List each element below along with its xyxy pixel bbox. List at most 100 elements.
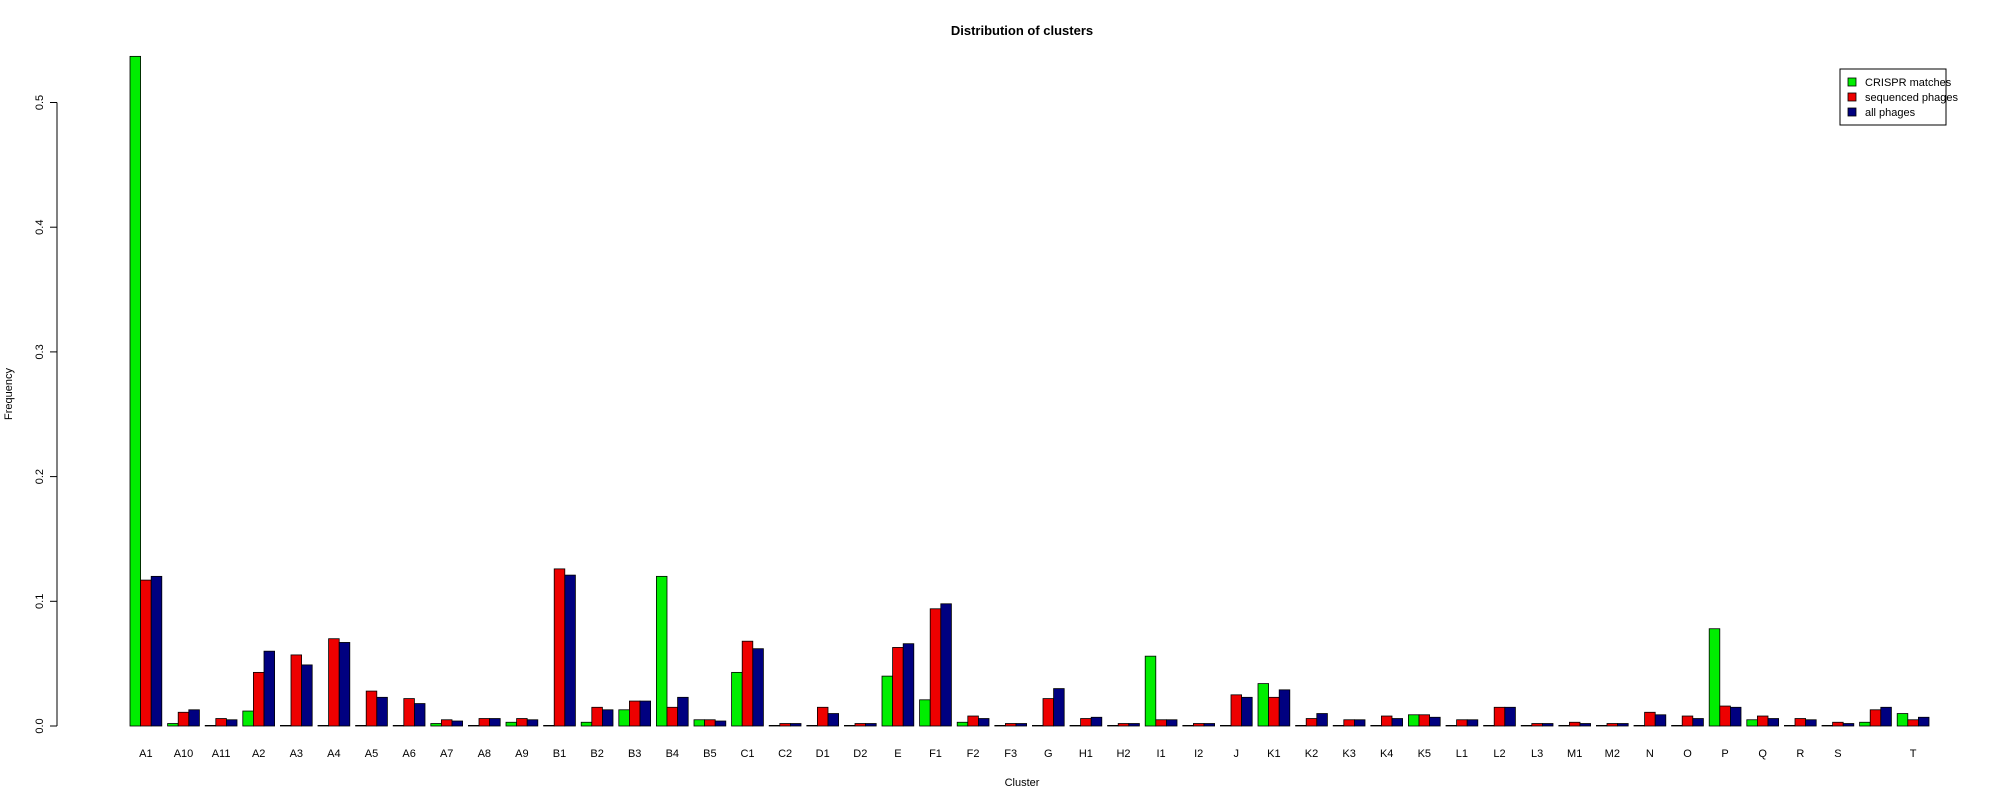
bar-A8-CRISPR-matches: [467, 725, 480, 727]
bar-D2-sequenced-phages: [854, 723, 867, 727]
legend-box: [1839, 68, 1947, 126]
x-tick-label: R: [1796, 748, 1804, 760]
bar-F3-all-phages: [1015, 723, 1028, 727]
bar-K3-sequenced-phages: [1343, 719, 1355, 727]
bar-M1-sequenced-phages: [1569, 721, 1581, 727]
bar-B5-all-phages: [714, 720, 727, 727]
bar-A2-sequenced-phages: [252, 671, 265, 727]
bar-K3-all-phages: [1354, 719, 1366, 727]
bar-L3-CRISPR-matches: [1520, 725, 1533, 727]
x-tick-label: G: [1044, 748, 1053, 760]
bar-T-sequenced-phages: [1907, 719, 1919, 727]
x-tick-label: A5: [365, 748, 378, 760]
bar-F3-CRISPR-matches: [994, 725, 1006, 727]
y-axis: 0.0 0.1 0.2 0.3 0.4 0.5: [34, 95, 58, 734]
y-tick-label: 0.4: [34, 220, 46, 235]
bar-H2-sequenced-phages: [1117, 723, 1130, 727]
bar-L1-CRISPR-matches: [1445, 725, 1458, 727]
x-tick-labels: A1 A10 A11 A2 A3 A4 A5 A6 A7 A8 A9 B1 B2 B3 B4 B5 C1 C2 D1…: [139, 748, 1917, 760]
x-tick-label: O: [1683, 748, 1692, 760]
bar-I2-CRISPR-matches: [1182, 725, 1194, 727]
bar-A9-sequenced-phages: [516, 718, 528, 727]
bar-M1-CRISPR-matches: [1558, 725, 1570, 727]
chart-title: Distribution of clusters: [951, 23, 1093, 38]
bar-L2-CRISPR-matches: [1483, 725, 1495, 727]
bar-K5-all-phages: [1429, 716, 1441, 727]
bar-S-sequenced-phages: [1832, 721, 1844, 727]
bar-L2-all-phages: [1504, 706, 1516, 727]
bar-Q-CRISPR-matches: [1746, 719, 1758, 727]
x-tick-label: M1: [1567, 748, 1582, 760]
bar-H1-all-phages: [1090, 716, 1103, 727]
bar-B4-all-phages: [677, 696, 689, 727]
bar-A7-all-phages: [451, 720, 464, 727]
legend-label: CRISPR matches: [1865, 77, 1952, 89]
x-tick-label: C1: [740, 748, 754, 760]
bar-P-sequenced-phages: [1719, 705, 1731, 727]
x-tick-label: A11: [212, 748, 231, 760]
bar-B1-all-phages: [564, 574, 576, 727]
bar-B2-CRISPR-matches: [580, 721, 593, 727]
bar-K4-sequenced-phages: [1381, 715, 1393, 727]
bar-L1-sequenced-phages: [1456, 719, 1468, 727]
bar-A5-all-phages: [376, 696, 388, 727]
bar-P-all-phages: [1730, 706, 1742, 727]
bar-D1-sequenced-phages: [817, 706, 829, 727]
x-tick-label: K4: [1380, 748, 1393, 760]
bar-H1-sequenced-phages: [1080, 718, 1092, 727]
bar-A8-all-phages: [489, 718, 501, 727]
bar-A7-CRISPR-matches: [430, 723, 442, 727]
bar-C2-all-phages: [790, 723, 802, 727]
x-tick-label: A8: [478, 748, 491, 760]
bar-E-sequenced-phages: [892, 647, 904, 727]
bar-G-CRISPR-matches: [1032, 725, 1044, 727]
bar-F1-CRISPR-matches: [919, 699, 931, 727]
bar-A4-sequenced-phages: [328, 638, 340, 727]
y-tick-label: 0.1: [34, 594, 46, 609]
x-tick-label: F2: [967, 748, 980, 760]
bars: [129, 55, 1930, 727]
bar-C2-CRISPR-matches: [768, 725, 781, 727]
bar-A1-sequenced-phages: [140, 579, 152, 727]
bar-C2-sequenced-phages: [779, 723, 791, 727]
bar-D2-all-phages: [865, 723, 877, 727]
x-tick-label: E: [894, 748, 901, 760]
x-tick-label: A3: [290, 748, 303, 760]
bar-H1-CRISPR-matches: [1069, 725, 1082, 727]
legend-swatch: [1847, 92, 1857, 102]
bar-R-sequenced-phages: [1794, 718, 1807, 727]
bar-A4-CRISPR-matches: [317, 725, 330, 727]
x-tick-label: L1: [1456, 748, 1468, 760]
bar-K1-CRISPR-matches: [1257, 683, 1270, 727]
bar-B2-sequenced-phages: [591, 706, 603, 727]
bar-A3-CRISPR-matches: [279, 725, 292, 727]
bar-A1-CRISPR-matches: [129, 55, 142, 727]
bar-C1-CRISPR-matches: [731, 671, 743, 727]
bar-B4-sequenced-phages: [666, 706, 679, 727]
bar-F1-all-phages: [940, 603, 952, 727]
bar-O-sequenced-phages: [1681, 715, 1694, 727]
bar-A10-sequenced-phages: [177, 711, 190, 727]
bar-I1-CRISPR-matches: [1144, 655, 1157, 727]
bar-M2-all-phages: [1617, 723, 1629, 727]
x-tick-label: K3: [1342, 748, 1355, 760]
bar-A6-CRISPR-matches: [392, 725, 405, 727]
x-tick-label: A6: [402, 748, 415, 760]
bar-Q-sequenced-phages: [1757, 715, 1769, 727]
bar-A5-sequenced-phages: [365, 690, 378, 727]
bar-D1-all-phages: [827, 713, 840, 727]
bar-R-CRISPR-matches: [1784, 725, 1796, 727]
bar-blank-sequenced-phages: [1869, 709, 1882, 727]
bar-A11-all-phages: [225, 719, 238, 727]
bar-L1-all-phages: [1466, 719, 1479, 727]
bar-H2-CRISPR-matches: [1107, 725, 1119, 727]
bar-J-all-phages: [1241, 696, 1253, 727]
x-tick-label: J: [1234, 748, 1240, 760]
bar-blank-CRISPR-matches: [1859, 721, 1871, 727]
bar-A3-sequenced-phages: [290, 654, 303, 727]
x-tick-label: C2: [778, 748, 792, 760]
bar-F1-sequenced-phages: [929, 608, 942, 727]
bar-A10-CRISPR-matches: [167, 723, 179, 727]
bar-B1-CRISPR-matches: [543, 725, 555, 727]
